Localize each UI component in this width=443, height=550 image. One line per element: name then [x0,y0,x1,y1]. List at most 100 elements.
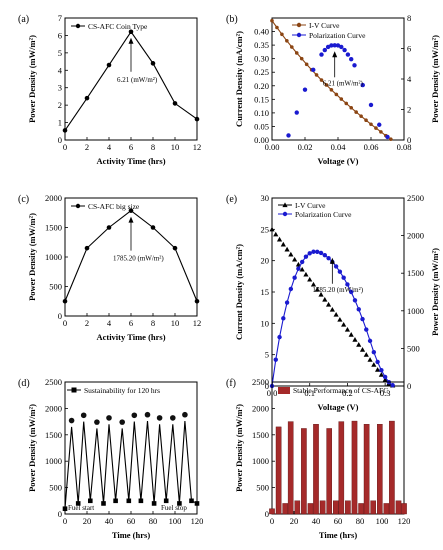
legend-marker [296,32,302,38]
y-tick-label: 2000 [252,403,269,413]
polarization-point [296,266,301,271]
iv-point [280,32,284,37]
y-tick-label: 1000 [45,456,62,466]
bar [345,500,351,515]
y2-tick-label: 0 [407,135,411,145]
x-tick-label: 20 [290,516,299,526]
peak-point [131,412,138,419]
data-point-triangle [371,362,377,367]
data-point [172,101,178,106]
data-point-triangle [299,266,305,272]
x-tick-label: 60 [127,516,136,526]
x-tick-label: 2 [85,142,89,152]
iv-point [270,18,274,23]
y-tick-label: 1000 [252,456,269,466]
x-tick-label: 0.08 [397,142,412,152]
x-axis-label: Voltage (V) [318,156,359,166]
iv-point [329,88,334,92]
panel-e: (e)0.0 0.1 0.2 0.30510152025300500100015002… [226,193,440,412]
panel-d: (d) 0 20 40 60 80 100 120 0 500 1000 1500 2000 2500 Ti… [18,377,203,540]
peak-annotation: 1785.20 (mW/m²) [113,255,164,263]
y-tick-label: 0.20 [254,81,269,91]
data-point-triangle [344,327,351,332]
peak-point [80,412,87,419]
y-axis-label: Power Density (mW/m²) [27,404,37,492]
x-tick-label: 40 [312,516,321,526]
iv-point [379,130,383,134]
polarization-point [286,133,291,138]
bar [294,500,301,515]
y-tick-label: 0.10 [254,108,269,118]
x-tick-label: 100 [376,516,389,526]
y-tick-label: 0 [58,311,62,321]
y-tick-label: 2500 [252,377,269,387]
polarization-point [356,307,361,312]
polarization-point [364,327,369,332]
polarization-point [345,52,351,57]
data-point [150,225,156,230]
iv-point [359,114,363,118]
x-tick-label: 0 [63,318,67,328]
polarization-point [349,289,354,295]
x-tick-label: 0.1 [304,388,315,398]
data-point-triangle [314,286,320,292]
polarization-point [352,298,358,303]
y-tick-label: 10 [261,318,270,328]
x-tick-label: 0.00 [265,142,280,152]
bar [358,503,364,515]
x-tick-label: 12 [193,318,202,328]
y-tick-label: 4 [58,65,63,75]
y-axis-label: Current Density (mA/cm²) [234,31,244,127]
y-axis-label: Power Density (mW/m²) [27,213,37,301]
data-point-triangle [276,236,283,242]
y2-tick-label: 500 [407,343,420,353]
legend-label-coin-type: CS-AFC Coin Type [88,22,148,31]
x-tick-label: 4 [107,142,112,152]
y-tick-label: 5 [265,350,269,360]
data-point [194,116,200,122]
trough-point [113,498,118,504]
polarization-point [341,275,346,280]
panel-label: (f) [226,378,236,389]
y-tick-label: 0.15 [254,94,269,104]
polarization-point [284,300,290,305]
legend-marker [75,23,81,29]
panel-b: (b) 0.00 0.02 0.04 0.06 0.08 0.00 0.05 0.10 0.15 0… [226,13,440,166]
polarization-point [368,102,374,108]
polarization-point [367,338,373,344]
x-tick-label: 12 [193,142,202,152]
y2-tick-label: 2 [407,105,411,115]
data-point [84,95,90,101]
legend-label-iv: I-V Curve [309,21,340,30]
legend-label-stable: Stable Performance of CS-AFC [293,386,388,395]
y-tick-label: 2500 [45,377,62,387]
x-axis-label: Time (hrs) [319,530,357,540]
data-point-triangle [337,316,343,322]
panel-label: (d) [18,378,30,389]
x-tick-label: 40 [105,516,114,526]
x-tick-label: 0 [63,142,67,152]
data-point-triangle [352,337,358,342]
data-point-triangle [378,372,384,377]
bar [363,424,370,515]
polarization-point [303,254,309,259]
legend-label-iv: I-V Curve [295,201,326,210]
data-point-triangle [341,321,347,327]
polarization-point [315,249,320,254]
x-tick-label: 0.06 [364,142,379,152]
bar [326,428,333,515]
data-point-triangle [333,311,339,317]
legend-swatch [278,387,290,394]
bar [383,503,390,515]
data-point-triangle [382,377,388,382]
bar [377,424,383,515]
y-tick-label: 30 [261,193,270,203]
bar [313,424,319,515]
bar [338,421,345,515]
x-axis-label: Activity Time (hrs) [96,332,165,342]
data-point [128,208,134,213]
legend-marker [282,211,288,217]
y-tick-label: 1500 [45,430,62,440]
bar [287,421,294,515]
trough-point [101,501,106,506]
